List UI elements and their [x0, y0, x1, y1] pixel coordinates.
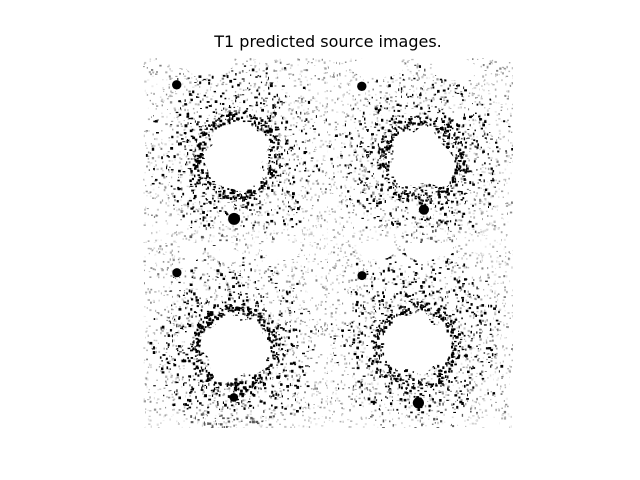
- predicted-image-top-left: [143, 58, 328, 243]
- mri-slice-image: [328, 58, 513, 243]
- image-grid: [143, 58, 513, 428]
- predicted-image-bottom-left: [143, 243, 328, 428]
- mri-slice-image: [328, 243, 513, 428]
- mri-slice-image: [143, 58, 328, 243]
- figure-title: T1 predicted source images.: [214, 32, 442, 51]
- predicted-image-bottom-right: [328, 243, 513, 428]
- mri-slice-image: [143, 243, 328, 428]
- predicted-image-top-right: [328, 58, 513, 243]
